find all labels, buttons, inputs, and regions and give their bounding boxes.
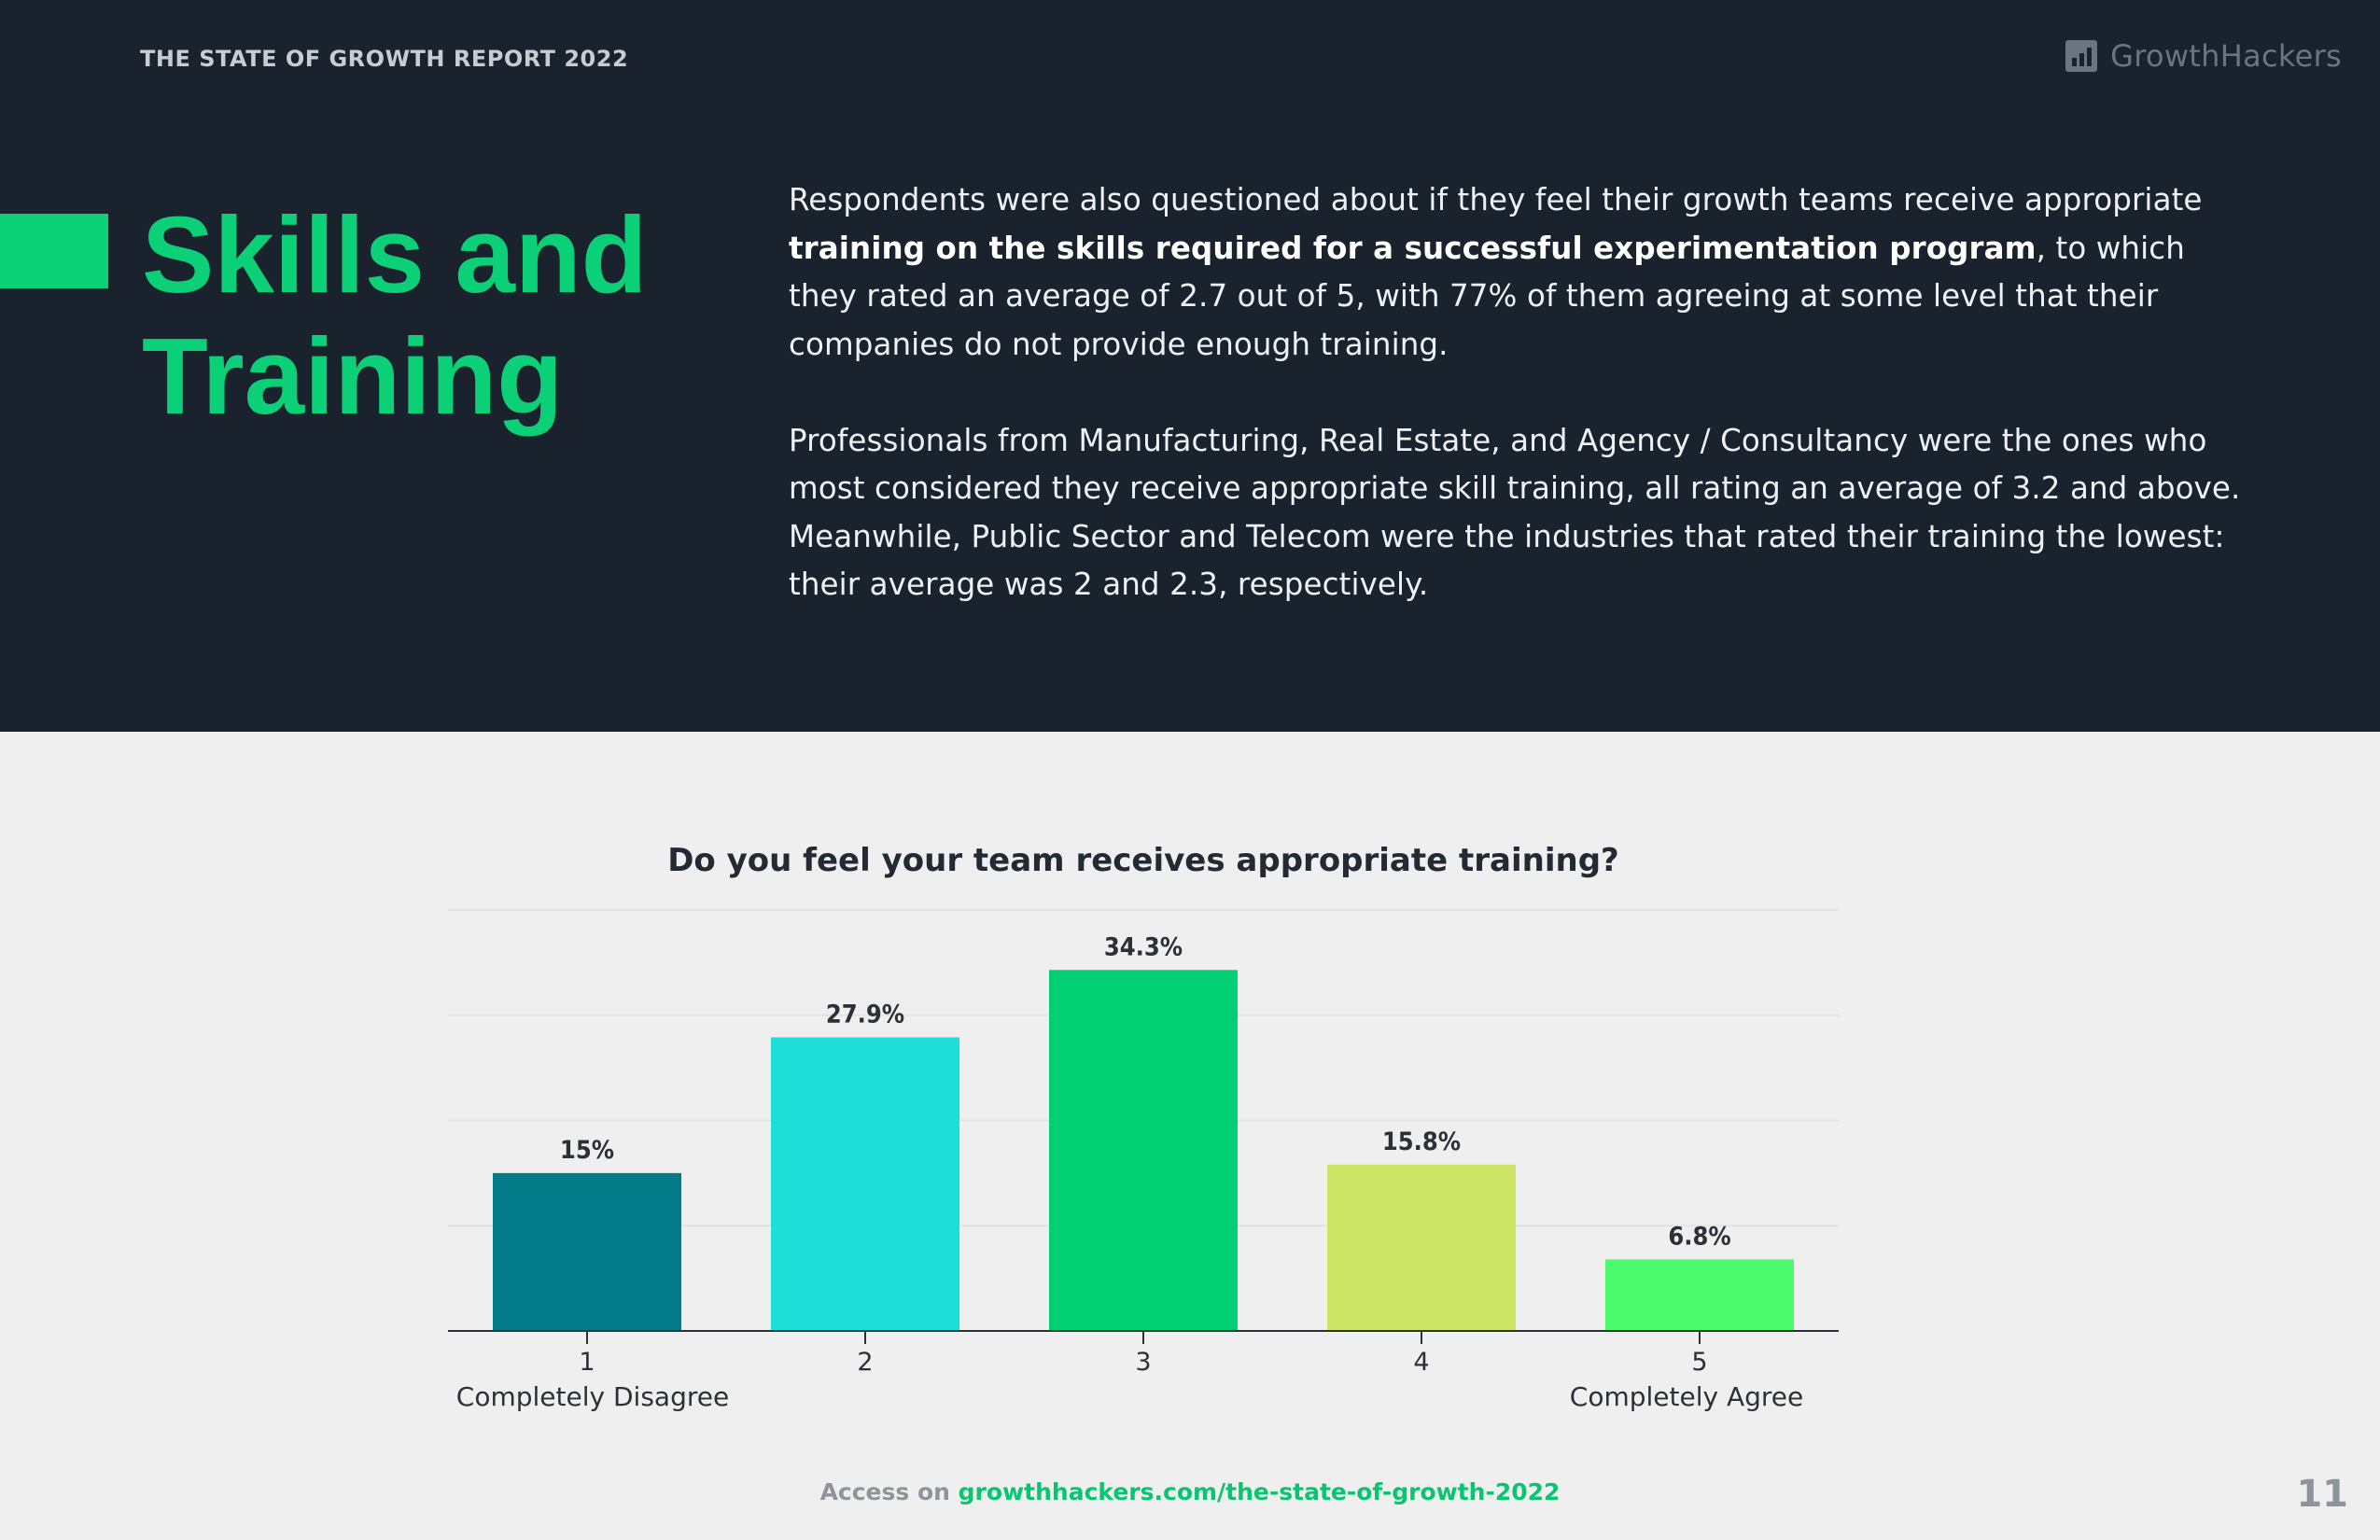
data-label: 34.3% (1104, 932, 1183, 961)
header-section: THE STATE OF GROWTH REPORT 2022 GrowthHa… (0, 0, 2380, 732)
report-title: THE STATE OF GROWTH REPORT 2022 (140, 46, 629, 72)
heading-line-2: Training (142, 315, 564, 437)
paragraph-2: Professionals from Manufacturing, Real E… (789, 422, 2241, 603)
bar (493, 1172, 681, 1331)
paragraph-1: Respondents were also questioned about i… (789, 176, 2249, 369)
bar (1049, 970, 1238, 1331)
accent-bar (0, 214, 108, 288)
bar-chart-logo-icon (2065, 40, 2098, 72)
page-number: 11 (2296, 1473, 2348, 1516)
data-label: 15.8% (1382, 1127, 1461, 1156)
paragraph-1-emphasis: training on the skills required for a su… (789, 230, 2037, 266)
footer-label: Access on (819, 1478, 959, 1505)
heading-line-1: Skills and (142, 194, 648, 315)
x-tick-label: 1 (579, 1348, 595, 1377)
data-label: 6.8% (1668, 1222, 1730, 1251)
bar (1605, 1259, 1794, 1331)
bar (1327, 1164, 1516, 1331)
x-tick-label: 2 (857, 1348, 873, 1377)
paragraph-1-intro: Respondents were also questioned about i… (789, 182, 2203, 217)
brand-logo[interactable]: GrowthHackers (2065, 37, 2342, 75)
chart-title: Do you feel your team receives appropria… (667, 842, 1619, 879)
footer-link[interactable]: growthhackers.com/the-state-of-growth-20… (958, 1478, 1561, 1505)
paragraph-1-rest: , to which they rated an average of 2.7 … (789, 230, 2185, 362)
data-label: 15% (560, 1136, 614, 1165)
data-label: 27.9% (826, 1000, 904, 1029)
x-tick-label: 5 (1691, 1348, 1707, 1377)
x-sublabel: Completely Disagree (456, 1381, 729, 1412)
x-tick-label: 3 (1135, 1348, 1151, 1377)
footer: Access on growthhackers.com/the-state-of… (0, 1478, 2380, 1505)
body-copy: Respondents were also questioned about i… (789, 176, 2249, 609)
brand-name: GrowthHackers (2110, 38, 2342, 74)
x-tick-label: 4 (1413, 1348, 1429, 1377)
section-heading: Skills and Training (142, 194, 665, 437)
x-sublabel: Completely Agree (1570, 1381, 1803, 1412)
bar (771, 1037, 959, 1331)
